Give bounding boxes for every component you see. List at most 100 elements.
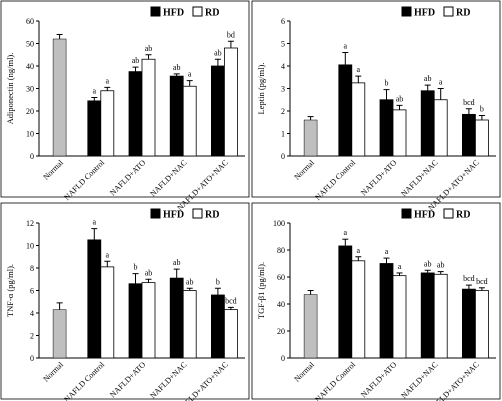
y-tick-label: 0 (30, 152, 34, 161)
bar (461, 288, 476, 359)
x-tick-label: NAFLD Control (62, 360, 106, 401)
bar (223, 47, 238, 157)
x-tick-label: NAFLD+NAC (148, 158, 188, 198)
y-tick-label: 40 (26, 62, 34, 71)
y-axis-label: Leptin (pg/ml). (256, 63, 266, 115)
significance-label: ab (186, 277, 194, 286)
bar (128, 71, 143, 157)
significance-label: a (357, 65, 361, 74)
significance-label: bcd (225, 296, 237, 305)
y-tick-label: 20 (277, 327, 285, 336)
x-tick-label: NAFLD+NAC (399, 158, 439, 198)
bar (87, 239, 102, 359)
y-tick-label: 4 (281, 62, 285, 71)
x-tick-label: NAFLD Control (313, 360, 357, 401)
significance-label: bd (227, 30, 235, 39)
bar (169, 75, 184, 157)
y-tick-label: 3 (281, 85, 285, 94)
bar (100, 266, 115, 359)
y-axis-label: TGF-β1 (pg/ml). (256, 262, 266, 319)
bar (169, 277, 184, 359)
bar (223, 309, 238, 359)
y-axis-label: Adiponectin (ng/ml). (5, 53, 15, 125)
y-tick-label: 30 (26, 85, 34, 94)
y-tick-label: 2 (281, 107, 285, 116)
x-tick-label: NAFLD+ATO (359, 360, 398, 399)
y-tick-label: 0 (281, 152, 285, 161)
y-tick-label: 4 (30, 309, 34, 318)
legend-swatch (401, 208, 412, 219)
x-tick-label: NAFLD Control (62, 158, 106, 202)
legend-label: HFD (163, 8, 184, 19)
y-tick-label: 80 (277, 246, 285, 255)
y-tick-label: 60 (277, 273, 285, 282)
significance-label: ab (424, 259, 432, 268)
bar (392, 275, 407, 359)
x-tick-label: NAFLD+ATO (359, 158, 398, 197)
legend-swatch (150, 208, 161, 219)
bar (338, 64, 353, 157)
bar (141, 58, 156, 157)
bar (420, 272, 435, 359)
significance-label: a (188, 70, 192, 79)
bar (182, 85, 197, 157)
panel-border (0, 0, 250, 198)
x-tick-label: NAFLD+ATO (108, 158, 147, 197)
y-tick-label: 5 (281, 40, 285, 49)
x-tick-label: Normal (41, 158, 65, 182)
x-tick-label: Normal (292, 158, 316, 182)
y-tick-label: 50 (26, 40, 34, 49)
legend-swatch (150, 6, 161, 17)
significance-label: ab (396, 94, 404, 103)
bar (100, 90, 115, 157)
significance-label: bcd (476, 277, 488, 286)
legend-swatch (192, 208, 203, 219)
significance-label: b (134, 263, 138, 272)
bar (351, 82, 366, 157)
legend-label: RD (456, 210, 470, 221)
y-tick-label: 60 (26, 17, 34, 26)
legend-swatch (443, 208, 454, 219)
significance-label: bcd (463, 274, 475, 283)
legend-label: RD (205, 210, 219, 221)
y-tick-label: 10 (26, 130, 34, 139)
y-tick-label: 8 (30, 264, 34, 273)
bar (420, 90, 435, 157)
panel-border (251, 0, 501, 198)
significance-label: a (93, 87, 97, 96)
y-tick-label: 100 (273, 219, 285, 228)
y-tick-label: 12 (26, 219, 34, 228)
significance-label: a (106, 76, 110, 85)
bar (338, 245, 353, 359)
y-axis-label: TNF-α (pg/ml). (5, 264, 15, 317)
legend-label: HFD (414, 210, 435, 221)
legend-swatch (401, 6, 412, 17)
bar (303, 294, 318, 359)
significance-label: ab (173, 63, 181, 72)
y-tick-label: 10 (26, 242, 34, 251)
significance-label: ab (173, 258, 181, 267)
y-tick-label: 0 (30, 354, 34, 363)
significance-label: ab (437, 261, 445, 270)
bar (379, 99, 394, 157)
y-tick-label: 20 (26, 107, 34, 116)
bar (461, 113, 476, 157)
bar (474, 119, 489, 157)
bar (128, 283, 143, 359)
significance-label: b (216, 277, 220, 286)
bar (433, 99, 448, 157)
legend-swatch (192, 6, 203, 17)
panel-border (251, 202, 501, 400)
significance-label: a (106, 250, 110, 259)
significance-label: ab (214, 48, 222, 57)
bar (141, 282, 156, 359)
significance-label: a (357, 246, 361, 255)
significance-label: a (398, 262, 402, 271)
bar (351, 260, 366, 359)
bar (379, 263, 394, 359)
